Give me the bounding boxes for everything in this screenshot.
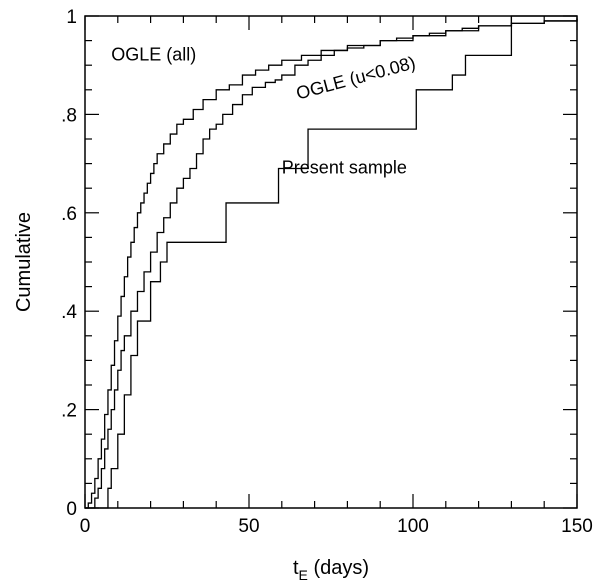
y-tick-label: 1	[66, 7, 77, 28]
x-tick-label: 0	[80, 516, 91, 537]
y-axis-label: Cumulative	[13, 212, 35, 312]
series-present-sample	[85, 15, 577, 509]
y-tick-label: .4	[61, 302, 77, 323]
x-tick-label: 150	[561, 516, 593, 537]
x-axis-label-units: (days)	[308, 557, 369, 579]
series-annotation: OGLE (all)	[111, 44, 196, 64]
x-tick-label: 100	[397, 516, 429, 537]
y-tick-label: .6	[61, 204, 77, 225]
series-group	[85, 15, 578, 509]
series-annotation: Present sample	[282, 157, 407, 177]
x-axis-label: tE (days)	[293, 557, 369, 583]
series-ogle-u-0-08	[85, 18, 578, 509]
y-tick-label: .2	[61, 401, 77, 422]
y-tick-label: .8	[61, 105, 77, 126]
x-tick-label: 50	[238, 516, 259, 537]
x-axis-label-main: t	[293, 557, 299, 579]
axis-tick-labels: 0 50 100 150 0 .2 .4 .6 .8 1	[61, 7, 593, 537]
x-axis-label-subscript: E	[299, 567, 308, 583]
y-tick-label: 0	[66, 499, 77, 520]
